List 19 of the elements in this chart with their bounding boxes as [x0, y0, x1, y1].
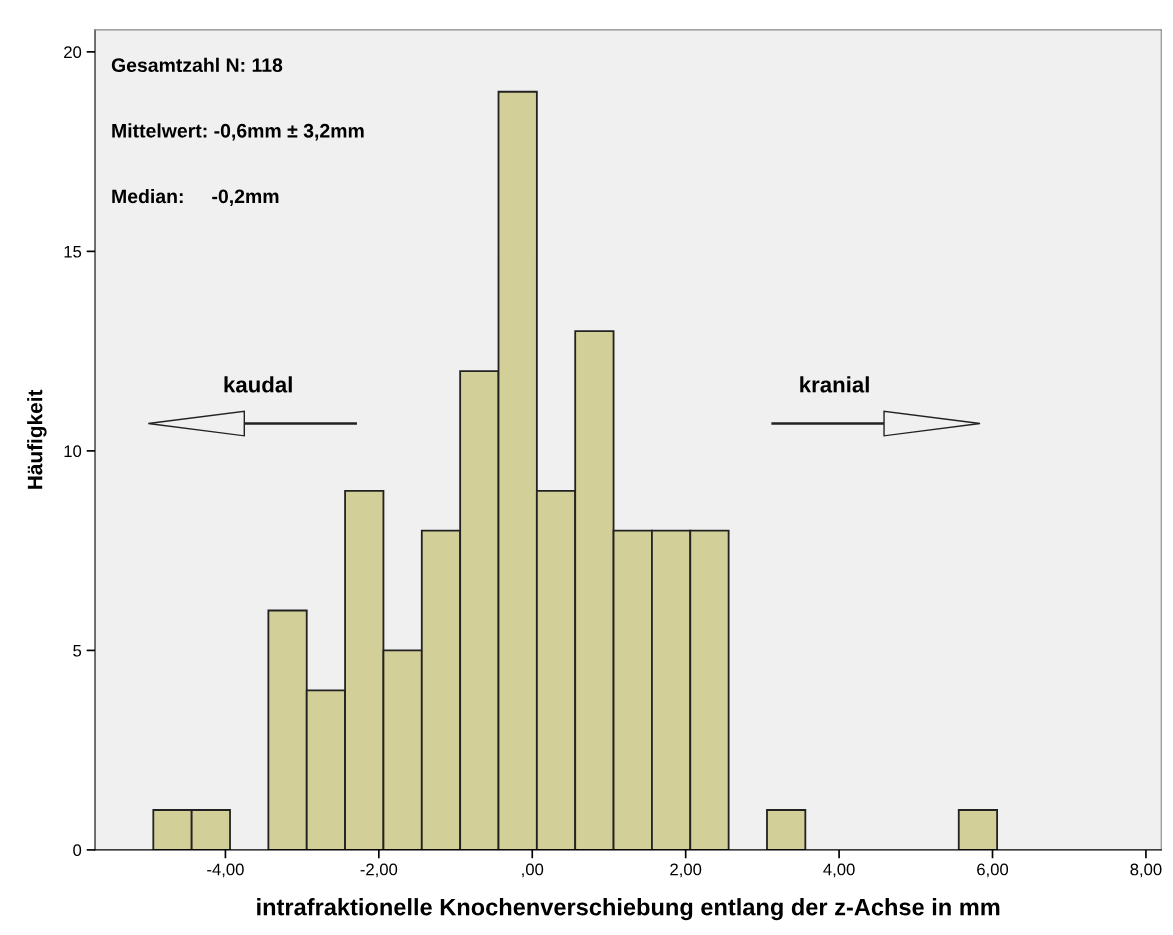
annotation: kranial: [800, 376, 869, 393]
annotation: Gesamtzahl N: 118: [111, 57, 283, 73]
x-tick-label: 8,00: [1130, 863, 1162, 878]
x-tick-label: 6,00: [977, 863, 1009, 878]
x-tick-label: ,00: [522, 863, 544, 878]
x-axis-title: intrafraktionelle Knochenverschiebung entlang der z-Achse in mm: [257, 898, 1000, 921]
x-tick-label: -4,00: [207, 863, 244, 878]
y-tick-label: 10: [64, 445, 82, 458]
y-tick-label: 0: [73, 844, 82, 857]
annotation: kaudal: [224, 376, 292, 393]
annotation: Median: -0,2mm: [112, 188, 279, 207]
y-tick-label: 20: [64, 46, 82, 59]
y-axis-title: Häufigkeit: [27, 389, 47, 489]
x-tick-label: 4,00: [823, 863, 855, 878]
annotation: Mittelwert: -0,6mm ± 3,2mm: [112, 123, 364, 141]
y-tick-label: 5: [73, 644, 82, 657]
y-tick-label: 15: [64, 245, 82, 258]
x-tick-label: 2,00: [670, 863, 702, 878]
x-tick-label: -2,00: [360, 863, 398, 878]
